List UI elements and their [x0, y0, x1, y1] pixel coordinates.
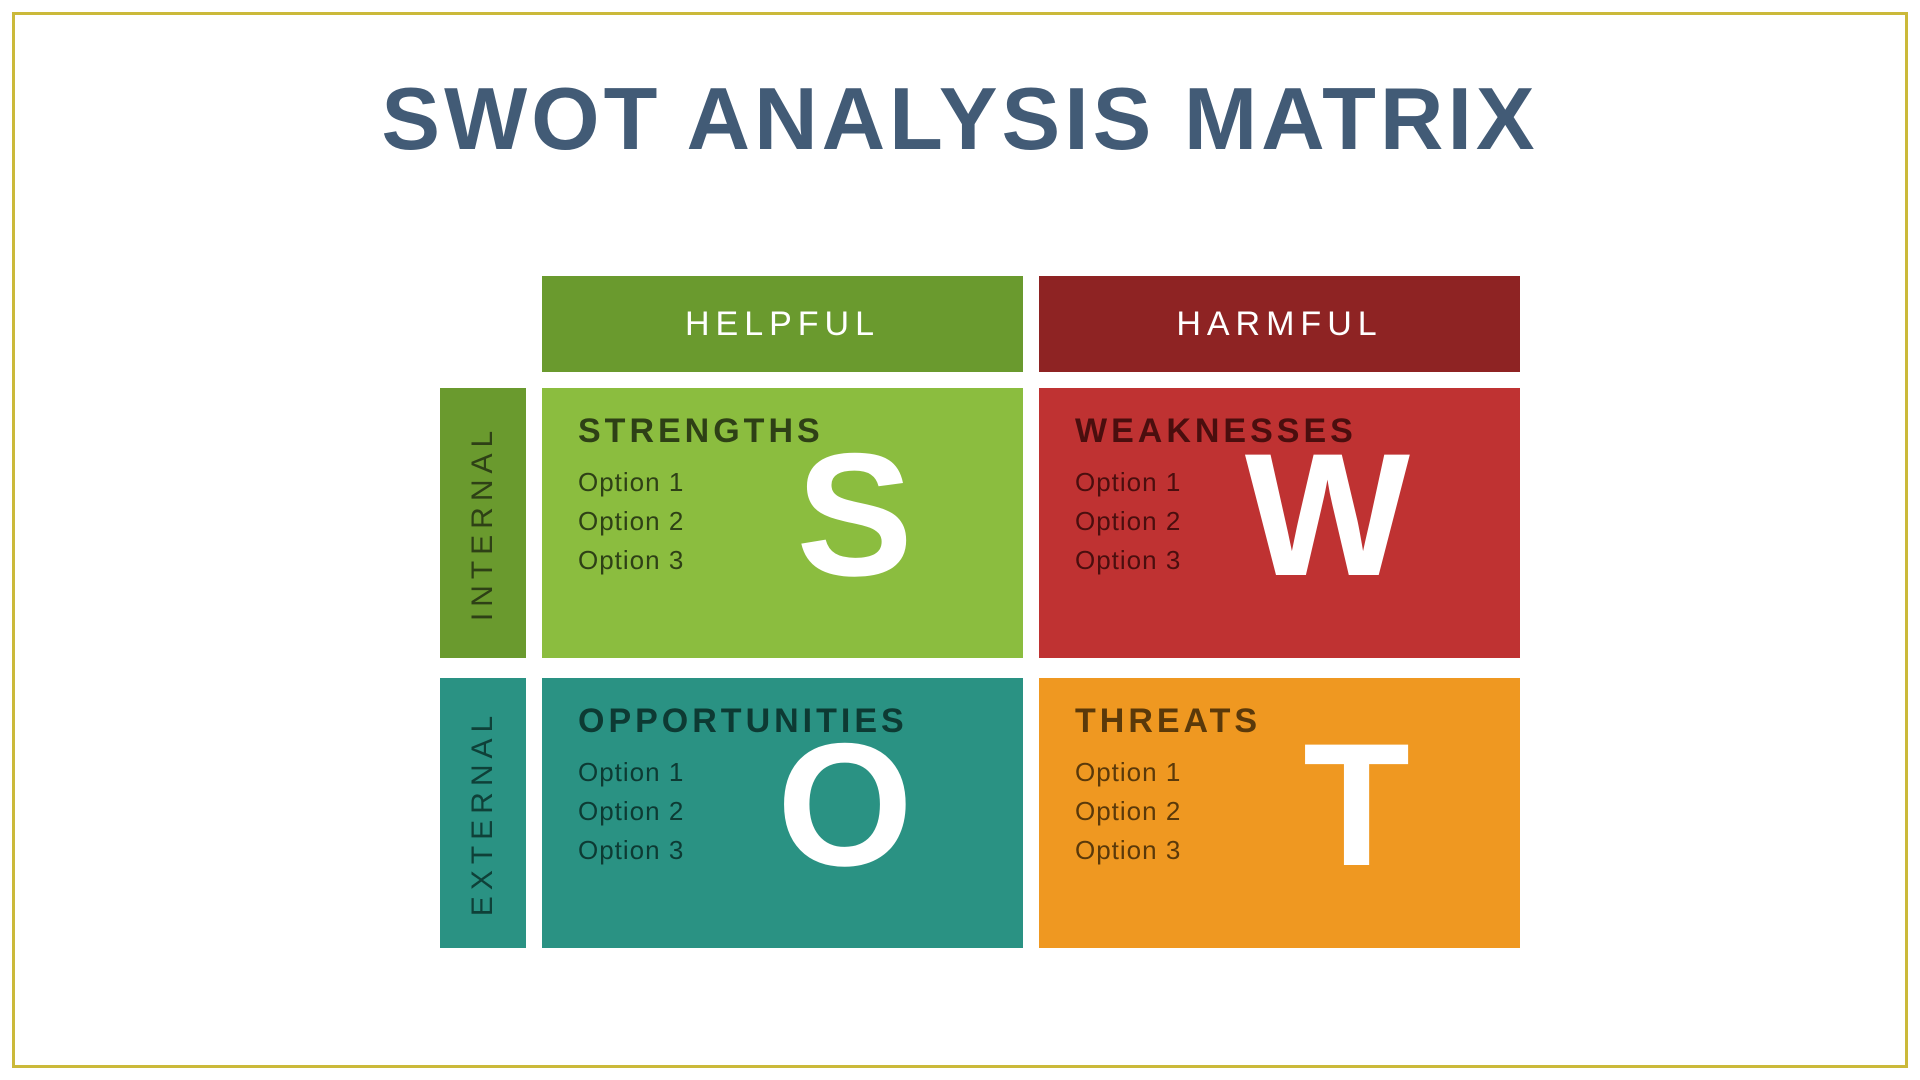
cell-weaknesses: WEAKNESSES Option 1 Option 2 Option 3 W: [1039, 388, 1520, 658]
cell-strengths-opt-1: Option 1: [578, 467, 987, 498]
page-title: SWOT ANALYSIS MATRIX: [0, 68, 1920, 170]
cell-strengths-title: STRENGTHS: [578, 412, 987, 451]
col-header-helpful-label: HELPFUL: [685, 305, 880, 344]
col-header-helpful: HELPFUL: [542, 276, 1023, 372]
cell-opportunities: OPPORTUNITIES Option 1 Option 2 Option 3…: [542, 678, 1023, 948]
cell-strengths-letter: S: [796, 428, 913, 603]
row-header-external-label: EXTERNAL: [466, 710, 500, 916]
matrix-body: INTERNAL STRENGTHS Option 1 Option 2 Opt…: [440, 388, 1520, 948]
cell-threats-options: Option 1 Option 2 Option 3: [1075, 757, 1484, 866]
cell-strengths-opt-2: Option 2: [578, 506, 987, 537]
cell-strengths-options: Option 1 Option 2 Option 3: [578, 467, 987, 576]
cell-strengths-opt-3: Option 3: [578, 545, 987, 576]
col-header-harmful: HARMFUL: [1039, 276, 1520, 372]
cell-threats-opt-2: Option 2: [1075, 796, 1484, 827]
cell-threats-title: THREATS: [1075, 702, 1484, 741]
col-header-harmful-label: HARMFUL: [1176, 305, 1382, 344]
row-external: EXTERNAL OPPORTUNITIES Option 1 Option 2…: [440, 678, 1520, 948]
column-headers: HELPFUL HARMFUL: [542, 276, 1520, 372]
cell-strengths: STRENGTHS Option 1 Option 2 Option 3 S: [542, 388, 1023, 658]
cell-threats-letter: T: [1303, 718, 1410, 893]
cell-weaknesses-letter: W: [1245, 428, 1410, 603]
cell-opportunities-letter: O: [777, 718, 913, 893]
cell-threats-opt-1: Option 1: [1075, 757, 1484, 788]
row-internal: INTERNAL STRENGTHS Option 1 Option 2 Opt…: [440, 388, 1520, 658]
row-header-internal: INTERNAL: [440, 388, 526, 658]
cell-threats-opt-3: Option 3: [1075, 835, 1484, 866]
row-header-external: EXTERNAL: [440, 678, 526, 948]
swot-matrix: HELPFUL HARMFUL INTERNAL STRENGTHS Optio…: [440, 276, 1520, 948]
row-header-internal-label: INTERNAL: [466, 425, 500, 621]
cell-threats: THREATS Option 1 Option 2 Option 3 T: [1039, 678, 1520, 948]
